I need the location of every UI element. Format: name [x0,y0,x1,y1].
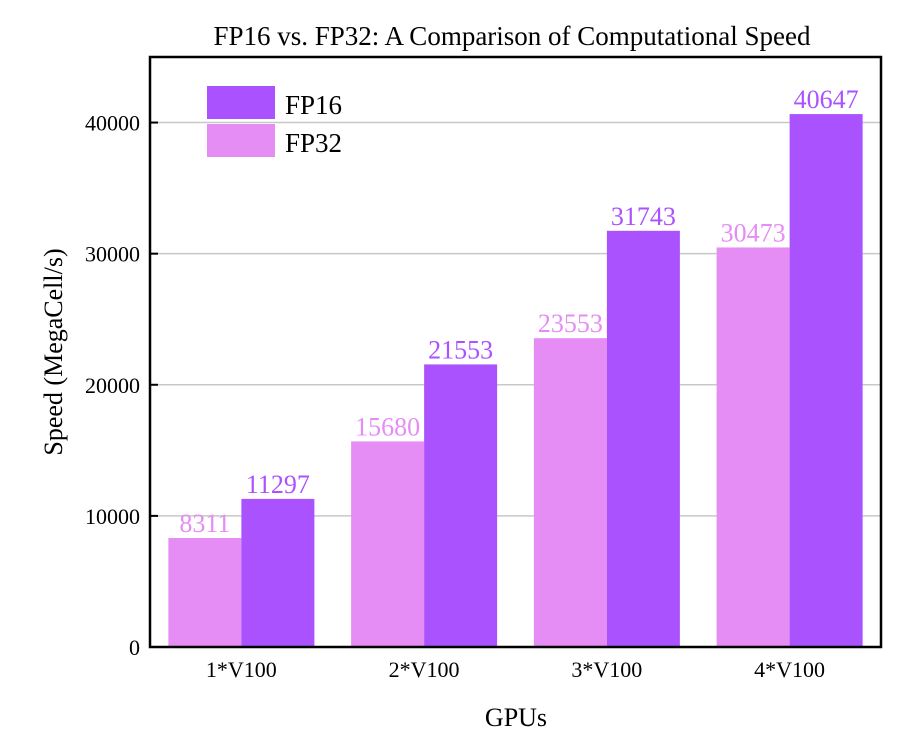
x-tick-label: 4*V100 [754,657,825,682]
bar-value-label: 11297 [246,470,310,499]
x-tick-label: 1*V100 [206,657,277,682]
bar-value-label: 30473 [721,218,786,247]
y-tick-label: 30000 [85,242,140,267]
y-tick-label: 10000 [85,504,140,529]
chart-title: FP16 vs. FP32: A Comparison of Computati… [213,21,811,51]
bar-value-label: 15680 [355,412,420,441]
y-tick-label: 40000 [85,111,140,136]
plot-frame [148,55,883,649]
y-tick-label: 20000 [85,373,140,398]
y-tick-label: 0 [129,635,140,660]
bar-fp32-3 [533,338,607,647]
y-axis-label: Speed (MegaCell/s) [39,248,68,455]
x-tick-label: 2*V100 [389,657,460,682]
x-axis-ticks: 1*V100 2*V100 3*V100 4*V100 [206,657,825,682]
bar-fp32-2 [351,441,425,647]
bar-value-label: 40647 [794,85,859,114]
legend-label-fp32: FP32 [285,128,342,158]
bars [168,114,863,647]
legend-label-fp16: FP16 [285,90,342,120]
bar-fp16-3 [606,230,680,647]
legend-swatch-fp32 [207,124,275,157]
bar-value-label: 23553 [538,309,603,338]
bar-value-label: 21553 [428,335,493,364]
bar-fp16-2 [424,364,498,647]
bar-value-label: 31743 [611,202,676,231]
y-axis-ticks: 0 10000 20000 30000 40000 [85,111,158,660]
legend: FP16 FP32 [207,86,342,158]
bar-fp16-1 [241,498,315,647]
bar-fp32-1 [168,538,242,647]
legend-swatch-fp16 [207,86,275,119]
bar-labels: 8311 11297 15680 21553 23553 31743 30473 40647 [179,85,858,538]
x-axis-label: GPUs [485,703,547,732]
x-tick-label: 3*V100 [571,657,642,682]
bar-fp16-4 [789,114,863,647]
bar-value-label: 8311 [179,509,230,538]
bar-fp32-4 [716,247,790,647]
